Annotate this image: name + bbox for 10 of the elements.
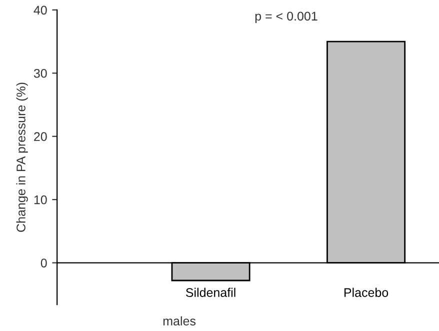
- x-tick-label: Placebo: [344, 288, 388, 297]
- annotation: p = < 0.001: [255, 12, 318, 24]
- y-tick-label: 10: [34, 195, 47, 204]
- y-tick-label: 40: [34, 6, 47, 15]
- x-tick-label: Sildenafil: [186, 288, 236, 297]
- y-tick-label: 30: [34, 68, 47, 78]
- y-tick-label: 0: [40, 258, 47, 268]
- x-axis-title: males: [163, 316, 196, 326]
- y-axis-title: Change in PA pressure (%): [16, 82, 28, 232]
- y-tick-label: 20: [34, 132, 47, 142]
